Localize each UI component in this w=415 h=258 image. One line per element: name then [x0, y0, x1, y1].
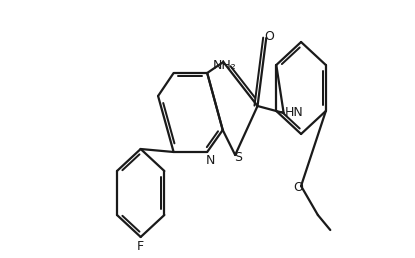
Text: F: F — [137, 240, 144, 253]
Text: N: N — [205, 154, 215, 167]
Text: S: S — [234, 151, 242, 164]
Text: O: O — [264, 30, 274, 43]
Text: HN: HN — [285, 106, 304, 119]
Text: NH₂: NH₂ — [212, 59, 236, 72]
Text: O: O — [293, 181, 303, 194]
